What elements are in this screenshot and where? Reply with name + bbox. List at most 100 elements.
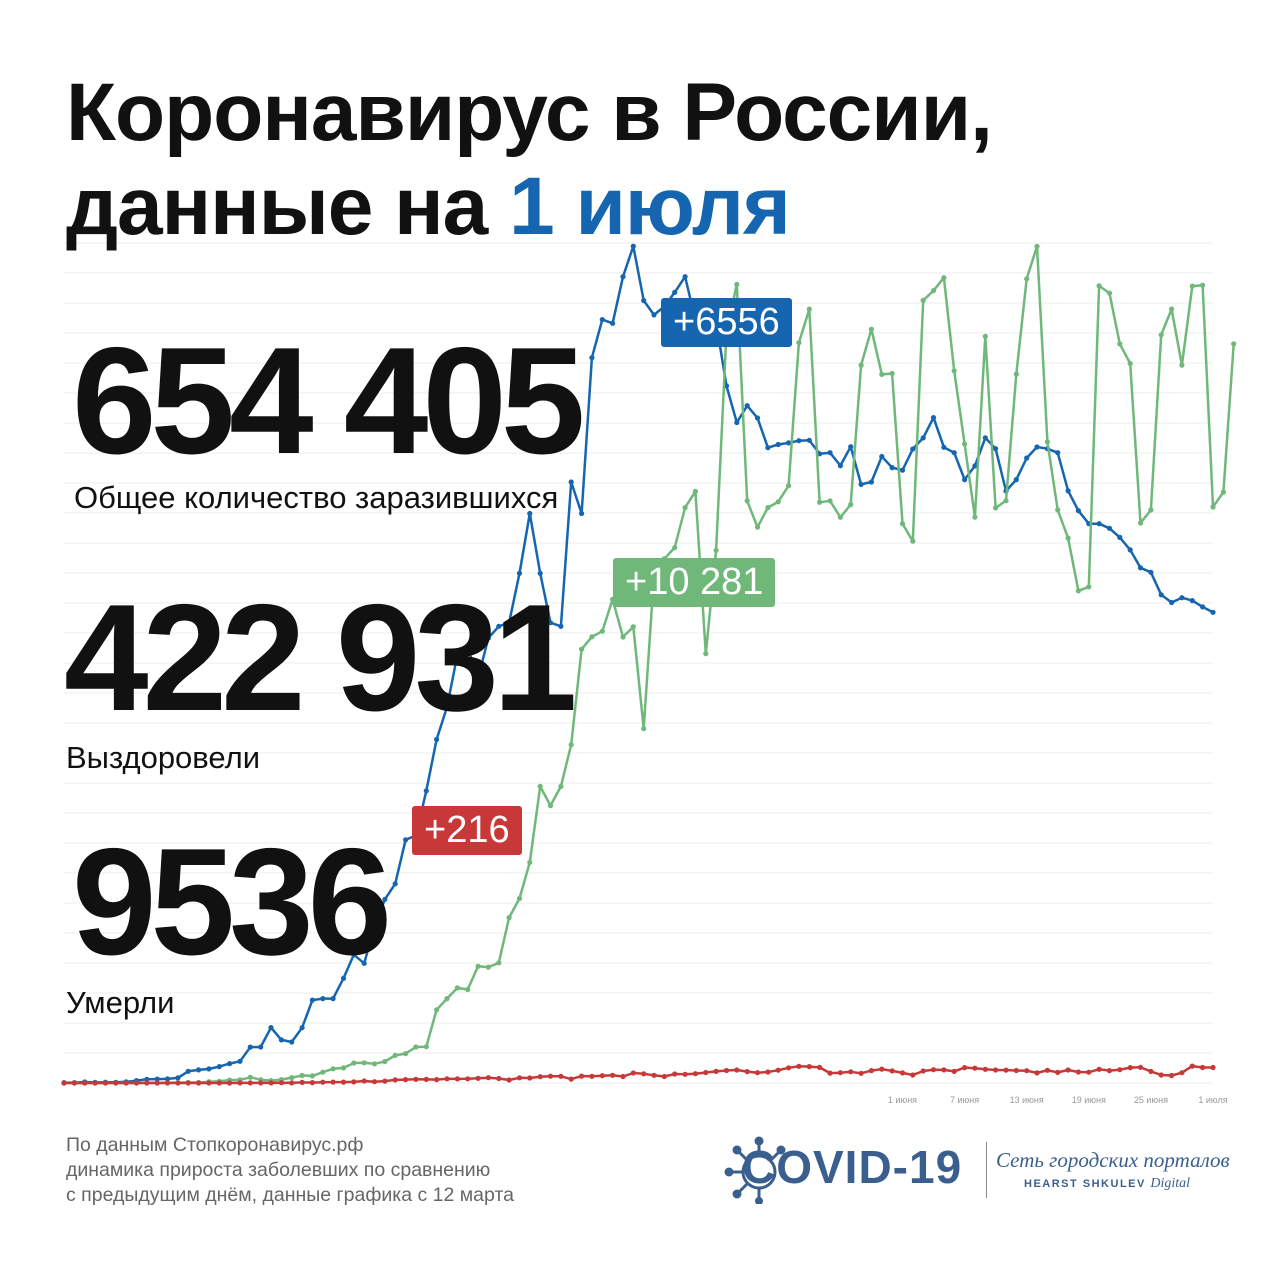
data-point: [899, 1070, 906, 1076]
data-point: [237, 1058, 243, 1064]
data-point: [185, 1080, 191, 1086]
data-point: [703, 651, 709, 657]
data-point: [1106, 1068, 1113, 1074]
data-point: [962, 1065, 968, 1071]
data-point: [1169, 306, 1175, 312]
data-point: [309, 997, 315, 1003]
data-point: [672, 545, 678, 551]
data-point: [848, 444, 854, 450]
data-point: [164, 1076, 171, 1082]
data-point: [71, 1080, 77, 1086]
data-point: [1189, 283, 1195, 289]
data-point: [858, 481, 864, 487]
source-note-line-1: По данным Стопкоронавирус.рф: [66, 1134, 364, 1156]
data-point: [951, 450, 957, 456]
data-point: [154, 1076, 160, 1082]
data-point: [444, 1076, 450, 1082]
data-point: [889, 1068, 895, 1074]
data-point: [682, 505, 688, 511]
data-point: [1055, 507, 1061, 513]
data-point: [982, 435, 988, 441]
data-point: [630, 1070, 636, 1076]
data-point: [1106, 525, 1113, 531]
data-point: [1003, 498, 1009, 504]
data-point: [920, 435, 926, 441]
series-0: [61, 243, 1216, 1086]
data-point: [1179, 1070, 1185, 1076]
data-point: [941, 275, 947, 281]
data-point: [1127, 1065, 1133, 1071]
x-axis-ticks: 1 июня 7 июня 13 июня 19 июня 25 июня 1 июля: [888, 1095, 1228, 1105]
data-point: [723, 1067, 730, 1074]
data-point: [868, 1068, 875, 1074]
data-point: [899, 521, 906, 527]
data-point: [196, 1080, 202, 1086]
data-point: [403, 1077, 409, 1083]
data-point: [102, 1080, 108, 1086]
hearst-logo-text: HEARST SHKULEV: [1024, 1178, 1146, 1190]
data-point: [1127, 360, 1133, 367]
data-point: [340, 975, 347, 981]
data-point: [579, 510, 585, 517]
title-date-prefix: данные на: [66, 161, 488, 252]
data-point: [454, 985, 460, 991]
data-point: [289, 1039, 295, 1045]
data-point: [910, 538, 916, 544]
data-point: [465, 645, 471, 651]
data-point: [972, 463, 978, 469]
data-point: [558, 783, 564, 790]
data-point: [454, 1076, 460, 1082]
data-point: [175, 1075, 181, 1081]
data-point: [610, 320, 616, 326]
data-point: [713, 547, 719, 553]
data-point: [371, 1079, 378, 1085]
data-point: [630, 624, 636, 630]
data-point: [1096, 283, 1102, 289]
data-point: [817, 1064, 823, 1070]
data-point: [920, 1068, 926, 1074]
data-point: [527, 1075, 533, 1081]
data-point: [641, 726, 647, 732]
data-point: [537, 783, 543, 790]
data-point: [1231, 341, 1237, 347]
data-point: [744, 1069, 750, 1075]
data-point: [465, 1076, 471, 1082]
data-point: [754, 415, 761, 421]
data-point: [692, 1071, 699, 1077]
data-point: [754, 1070, 761, 1076]
data-point: [993, 1067, 999, 1073]
data-point: [1055, 450, 1061, 456]
data-point: [568, 1076, 574, 1082]
series-line: [64, 1064, 1213, 1085]
data-point: [589, 355, 595, 361]
data-point: [144, 1076, 150, 1082]
data-point: [216, 1064, 222, 1070]
data-point: [216, 1080, 222, 1086]
data-point: [361, 1078, 367, 1084]
data-point: [1210, 609, 1216, 615]
data-point: [196, 1067, 202, 1073]
data-point: [1137, 520, 1144, 526]
source-note: По данным Стопкоронавирус.рф динамика пр…: [66, 1133, 514, 1208]
data-point: [423, 1076, 429, 1082]
data-point: [641, 1071, 647, 1077]
data-point: [1220, 489, 1226, 495]
data-point: [682, 1071, 688, 1077]
data-point: [475, 963, 481, 969]
data-point: [786, 1065, 792, 1071]
data-point: [268, 1080, 274, 1086]
data-point: [1189, 598, 1195, 604]
x-tick-label: 19 июня: [1072, 1095, 1106, 1105]
data-point: [972, 1065, 978, 1071]
data-point: [247, 1074, 253, 1080]
data-point: [1075, 588, 1081, 594]
page-title: Коронавирус в России, данные на 1 июля: [66, 66, 993, 254]
data-point: [330, 996, 336, 1002]
data-point: [423, 1044, 429, 1050]
data-point: [382, 1078, 388, 1084]
data-point: [827, 450, 833, 456]
data-point: [744, 498, 750, 504]
data-point: [434, 1007, 440, 1013]
data-point: [1013, 371, 1019, 377]
data-point: [1044, 1067, 1050, 1073]
